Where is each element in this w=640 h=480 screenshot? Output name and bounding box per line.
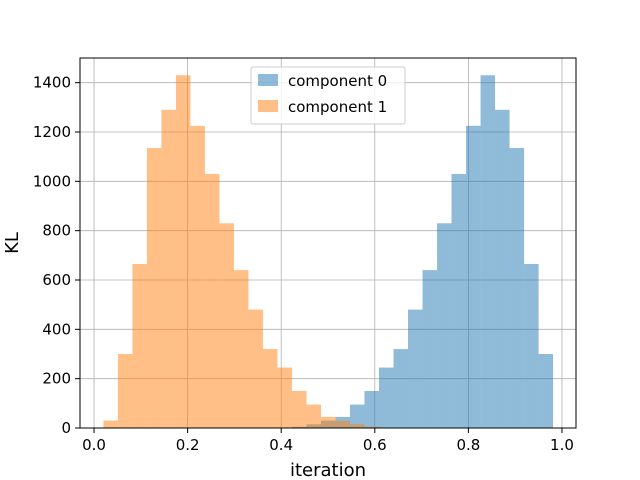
- bar-component-1-12: [277, 367, 292, 428]
- legend-swatch-component-0: [258, 74, 278, 86]
- bar-component-0-21: [379, 367, 394, 428]
- y-tick-label: 200: [42, 370, 71, 388]
- bar-component-1-10: [248, 309, 263, 428]
- bar-component-0-29: [495, 109, 510, 429]
- y-tick-label: 800: [42, 222, 71, 240]
- bar-component-0-32: [538, 354, 554, 428]
- bar-component-1-4: [161, 109, 176, 429]
- bar-component-0-24: [422, 270, 438, 428]
- bar-component-1-0: [103, 420, 118, 428]
- y-axis-label: KL: [2, 232, 23, 254]
- x-axis-ticks: 0.0 0.2 0.4 0.6 0.8 1.0: [82, 428, 574, 454]
- bar-component-1-18: [364, 426, 380, 428]
- y-tick-label: 0: [61, 419, 71, 437]
- x-tick-label: 0.0: [82, 436, 106, 454]
- bar-component-0-27: [466, 125, 481, 428]
- bar-component-0-28: [480, 75, 496, 429]
- y-tick-label: 600: [42, 271, 71, 289]
- x-axis-label: iteration: [290, 460, 366, 480]
- y-tick-label: 400: [42, 320, 71, 338]
- bar-component-1-9: [233, 270, 249, 428]
- bar-component-1-8: [219, 223, 234, 428]
- bar-component-1-14: [306, 404, 321, 428]
- bar-component-0-19: [349, 404, 365, 428]
- bar-component-1-15: [320, 416, 336, 428]
- x-tick-label: 1.0: [550, 436, 574, 454]
- x-tick-label: 0.2: [176, 436, 200, 454]
- bar-component-0-20: [364, 391, 380, 428]
- bar-component-1-1: [117, 354, 133, 428]
- bar-component-0-30: [509, 148, 525, 429]
- series-1: [103, 75, 380, 429]
- bar-component-1-5: [175, 75, 191, 429]
- bar-component-0-23: [408, 309, 423, 428]
- y-axis-ticks: 0 200 400 600 800 1000 1200 1400: [33, 74, 80, 437]
- bar-component-0-22: [393, 349, 409, 428]
- y-tick-label: 1200: [33, 123, 71, 141]
- bar-component-0-31: [524, 263, 539, 428]
- y-tick-label: 1000: [33, 172, 71, 190]
- bar-component-1-11: [262, 349, 278, 428]
- legend-box: [250, 66, 406, 125]
- legend-label-component-1: component 1: [288, 98, 387, 116]
- plot-frame: [79, 57, 577, 429]
- series-0: [291, 75, 554, 429]
- bar-component-1-16: [335, 420, 350, 428]
- bar-component-1-6: [190, 125, 205, 428]
- bar-component-1-2: [132, 263, 147, 428]
- legend-swatch-component-1: [258, 100, 278, 112]
- x-tick-label: 0.8: [456, 436, 480, 454]
- bar-component-0-26: [451, 173, 467, 428]
- legend: component 0 component 1: [250, 66, 406, 125]
- legend-label-component-0: component 0: [288, 72, 387, 90]
- x-tick-label: 0.6: [363, 436, 387, 454]
- bar-component-1-3: [146, 148, 162, 429]
- histogram-bars: [103, 75, 554, 429]
- y-tick-label: 1400: [33, 74, 71, 92]
- x-tick-label: 0.4: [269, 436, 293, 454]
- bar-component-1-7: [204, 173, 220, 428]
- bar-component-0-25: [437, 223, 452, 428]
- bar-component-1-13: [291, 391, 307, 428]
- bar-component-1-17: [349, 424, 365, 428]
